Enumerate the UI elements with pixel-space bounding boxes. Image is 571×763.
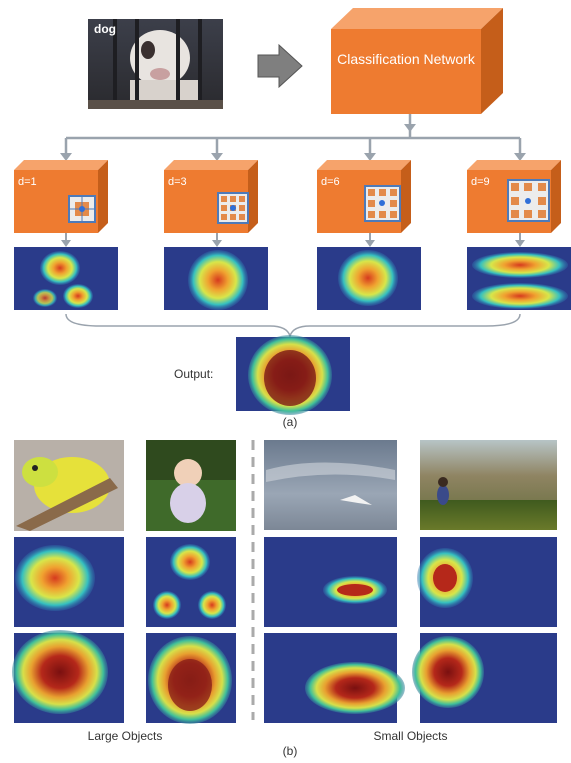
group-label-small: Small Objects (373, 729, 448, 743)
seagull-map-small (264, 537, 397, 627)
seagull-photo (264, 440, 397, 530)
branch-label-d6: d=6 (321, 176, 340, 188)
parrot-map-large (12, 630, 124, 723)
input-dog-photo (88, 19, 223, 109)
parrot-photo (14, 440, 124, 531)
merge-brace (65, 313, 521, 339)
child-map-small (417, 537, 557, 627)
child-ruins-photo (420, 440, 557, 530)
kernel-d3 (217, 192, 249, 224)
seagull-map-large (264, 633, 405, 723)
parrot-map-small (14, 537, 124, 627)
kernel-d9 (507, 179, 550, 222)
baby-photo (146, 440, 236, 531)
output-attention-map (236, 335, 350, 415)
caption-a: (a) (282, 415, 298, 429)
baby-map-small (146, 537, 236, 627)
branch-label-d3: d=3 (168, 176, 187, 188)
attention-map-d1 (14, 247, 118, 310)
kernel-d1 (68, 195, 96, 223)
child-map-large (412, 633, 557, 723)
branch-label-d1: d=1 (18, 176, 37, 188)
caption-b: (b) (282, 744, 298, 758)
process-arrow (257, 43, 303, 89)
branch-label-d9: d=9 (471, 176, 490, 188)
output-label: Output: (174, 367, 214, 381)
attention-map-d3 (164, 247, 268, 310)
input-class-label: dog (94, 22, 116, 36)
attention-map-d9 (467, 247, 571, 310)
attention-map-d6 (317, 247, 421, 310)
classification-network-box (331, 8, 503, 114)
baby-map-large (146, 633, 236, 724)
kernel-d6 (364, 185, 401, 222)
network-label: Classification Network (337, 51, 475, 67)
branch-connectors (64, 114, 522, 155)
group-label-large: Large Objects (87, 729, 163, 743)
